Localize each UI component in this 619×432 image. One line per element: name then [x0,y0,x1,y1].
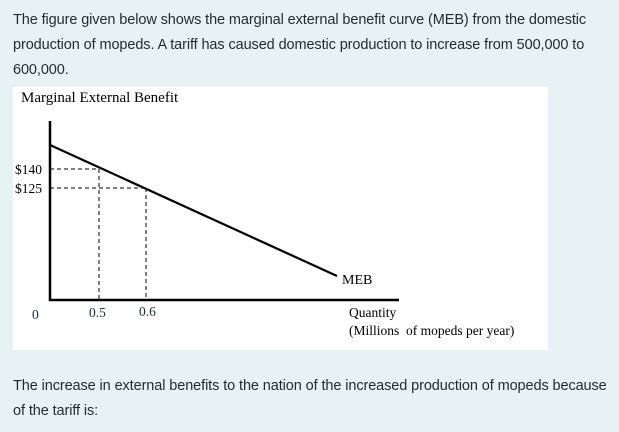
meb-curve-label: MEB [342,273,372,288]
x-tick-label-0-6: 0.6 [139,304,156,319]
x-axis-label: Quantity [349,305,396,320]
x-tick-label-0-5: 0.5 [89,305,106,320]
meb-curve [49,143,338,278]
x-tick-label-0: 0 [32,307,39,322]
y-tick-label-140: $140 [15,162,42,177]
meb-chart: Marginal External Benefit MEB $140 $125 … [15,90,514,338]
y-tick-label-125: $125 [15,181,42,196]
question-prompt: The increase in external benefits to the… [13,378,607,419]
meb-figure: Marginal External Benefit MEB $140 $125 … [13,87,548,350]
x-axis-sublabel: (Millions of mopeds per year) [349,323,514,338]
chart-title: Marginal External Benefit [21,90,179,106]
question-intro: The figure given below shows the margina… [13,12,587,78]
